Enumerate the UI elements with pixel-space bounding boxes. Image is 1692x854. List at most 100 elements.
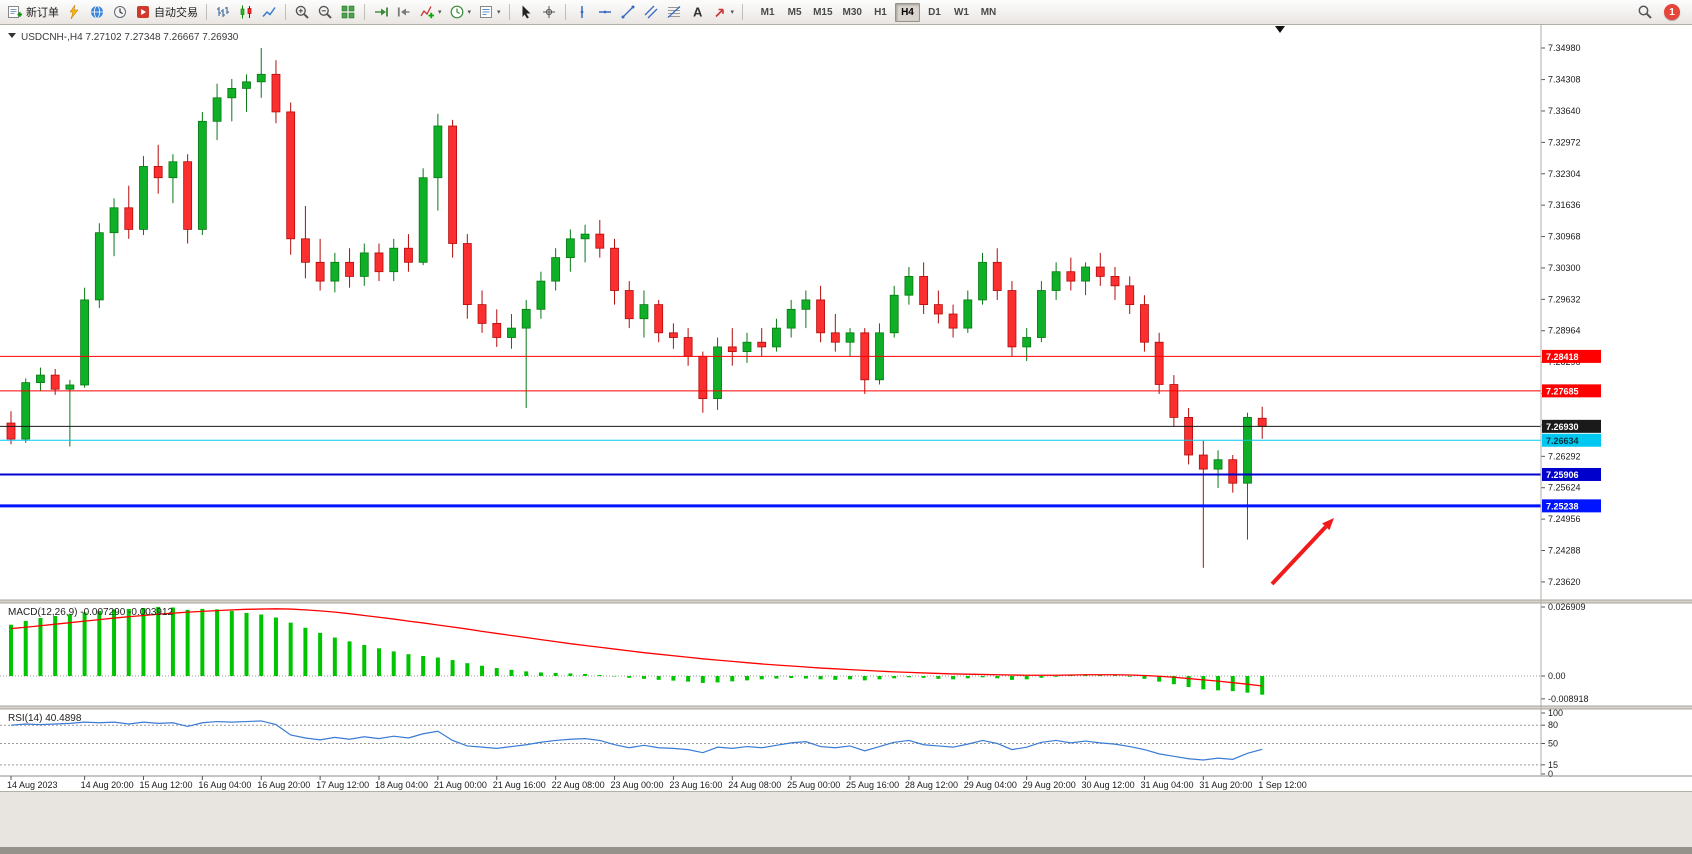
candle-body bbox=[21, 382, 31, 440]
candle-body bbox=[227, 88, 237, 99]
timeframe-button-h1[interactable]: H1 bbox=[874, 6, 887, 18]
timeframe-button-m5[interactable]: M5 bbox=[787, 6, 802, 18]
chart-shift-marker[interactable] bbox=[1275, 26, 1285, 33]
candlestick-series bbox=[6, 47, 1267, 568]
channel-icon bbox=[644, 5, 658, 19]
candle-body bbox=[889, 294, 899, 334]
time-axis-label: 28 Aug 12:00 bbox=[905, 780, 958, 790]
window-resize-grip[interactable] bbox=[0, 847, 1692, 854]
line-chart-button[interactable] bbox=[258, 2, 280, 23]
candle-body bbox=[1184, 417, 1193, 456]
candle-body bbox=[242, 81, 251, 89]
price-axis-label: 7.28964 bbox=[1548, 326, 1581, 336]
timeframe-button-mn[interactable]: MN bbox=[980, 6, 997, 18]
chevron-down-icon: ▾ bbox=[730, 8, 735, 16]
bar-chart-button[interactable] bbox=[212, 2, 234, 23]
candle-body bbox=[286, 111, 296, 240]
candle-body bbox=[1213, 459, 1223, 470]
price-tag-bg bbox=[1542, 467, 1601, 481]
auto-trading-button[interactable]: 自动交易 bbox=[132, 2, 201, 23]
timeframe-button-m1[interactable]: M1 bbox=[760, 6, 775, 18]
chevron-down-icon: ▾ bbox=[438, 8, 442, 16]
auto-trading-button-label: 自动交易 bbox=[154, 7, 198, 19]
macd-axis-label: -0.008918 bbox=[1548, 694, 1589, 704]
toolbar-right: 1 bbox=[1634, 2, 1688, 23]
notification-badge[interactable]: 1 bbox=[1664, 4, 1680, 20]
price-axis-label: 7.26292 bbox=[1548, 451, 1581, 461]
rsi-panel: 100 80 50 150 RSI(14) 40.4898 bbox=[0, 708, 1563, 779]
timeframe-button-m15[interactable]: M15 bbox=[813, 6, 833, 18]
time-axis-label: 16 Aug 20:00 bbox=[257, 780, 310, 790]
toolbar-separator bbox=[364, 4, 365, 20]
candle-body bbox=[1125, 285, 1135, 306]
indicators-button[interactable]: ▾ bbox=[416, 2, 445, 23]
search-icon[interactable] bbox=[1634, 2, 1656, 23]
timeframe-button-w1[interactable]: W1 bbox=[953, 6, 969, 18]
crosshair-button[interactable] bbox=[538, 2, 560, 23]
globe-icon bbox=[91, 5, 103, 19]
price-tag-label: 7.25906 bbox=[1546, 470, 1579, 480]
arrows-button[interactable]: ▾ bbox=[709, 2, 738, 23]
horizontal-line-button[interactable] bbox=[594, 2, 616, 23]
timeframe-button-d1[interactable]: D1 bbox=[928, 6, 941, 18]
candle-body bbox=[212, 97, 222, 122]
rsi-axis-label: 0 bbox=[1548, 769, 1553, 779]
toolbar-separator bbox=[285, 4, 286, 20]
candle-body bbox=[36, 374, 45, 384]
price-tag: 7.26634 bbox=[1542, 433, 1601, 447]
price-axis-label: 7.23620 bbox=[1548, 577, 1581, 587]
chevron-down-icon: ▾ bbox=[467, 8, 472, 16]
cursor-button[interactable] bbox=[515, 2, 537, 23]
candle-body bbox=[65, 384, 75, 390]
text-button[interactable]: A bbox=[686, 2, 708, 23]
cursor-icon bbox=[522, 5, 531, 19]
candle-body bbox=[992, 261, 1002, 291]
indicators-icon bbox=[420, 6, 434, 19]
chevron-down-icon: ▾ bbox=[497, 8, 501, 16]
vertical-line-button[interactable] bbox=[571, 2, 593, 23]
auto-scroll-button[interactable] bbox=[370, 2, 392, 23]
timeframe-button-h4[interactable]: H4 bbox=[894, 2, 920, 22]
scripts-button[interactable] bbox=[63, 2, 85, 23]
candle-body bbox=[374, 252, 384, 273]
price-axis-label: 7.34308 bbox=[1548, 75, 1581, 85]
candle-body bbox=[197, 120, 207, 230]
candle-body bbox=[1110, 276, 1120, 287]
market-watch-button[interactable] bbox=[109, 2, 131, 23]
symbol-dropdown-icon[interactable] bbox=[8, 33, 16, 38]
time-axis[interactable]: 14 Aug 2023 14 Aug 20:00 15 Aug 12:00 16 Au… bbox=[7, 776, 1307, 790]
periods-button[interactable]: ▾ bbox=[446, 2, 475, 23]
templates-button[interactable]: ▾ bbox=[475, 2, 504, 23]
price-axis[interactable]: 7.34980 7.34308 7.33640 7.32972 7.32304 7.316… bbox=[1541, 43, 1581, 587]
channel-button[interactable] bbox=[640, 2, 662, 23]
candle-body bbox=[565, 238, 575, 259]
arrow-annotation[interactable] bbox=[1270, 518, 1334, 586]
price-tag-label: 7.25238 bbox=[1546, 501, 1579, 511]
new-order-button[interactable]: 新订单 bbox=[4, 2, 62, 23]
candle-body bbox=[978, 261, 987, 301]
trendline-button[interactable] bbox=[617, 2, 639, 23]
timeframe-button-m30[interactable]: M30 bbox=[842, 6, 862, 18]
time-axis-label: 15 Aug 12:00 bbox=[139, 780, 192, 790]
candle-body bbox=[1081, 266, 1090, 282]
candle-body bbox=[1198, 454, 1208, 470]
chart-shift-button[interactable] bbox=[393, 2, 415, 23]
tile-windows-button[interactable] bbox=[337, 2, 359, 23]
candle-body bbox=[521, 308, 531, 329]
profiles-button[interactable] bbox=[86, 2, 108, 23]
price-tag-label: 7.26634 bbox=[1546, 436, 1579, 446]
zoom-out-button[interactable] bbox=[314, 2, 336, 23]
hline-icon bbox=[598, 10, 611, 14]
chart-canvas[interactable]: 7.34980 7.34308 7.33640 7.32972 7.32304 7.316… bbox=[0, 24, 1692, 791]
panel-separator[interactable] bbox=[0, 600, 1692, 603]
time-axis-label: 25 Aug 00:00 bbox=[787, 780, 840, 790]
price-tag-bg bbox=[1542, 433, 1601, 447]
candlestick-chart-button[interactable] bbox=[235, 2, 257, 23]
candle-body bbox=[669, 332, 678, 338]
zoom-in-button[interactable] bbox=[291, 2, 313, 23]
price-tag: 7.26930 bbox=[1542, 419, 1601, 433]
panel-separator[interactable] bbox=[0, 706, 1692, 709]
candle-body bbox=[448, 125, 458, 244]
candle-body bbox=[727, 346, 737, 353]
fibonacci-button[interactable] bbox=[663, 2, 685, 23]
